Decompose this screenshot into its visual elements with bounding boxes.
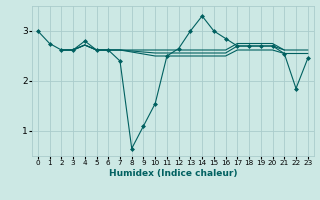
X-axis label: Humidex (Indice chaleur): Humidex (Indice chaleur): [108, 169, 237, 178]
